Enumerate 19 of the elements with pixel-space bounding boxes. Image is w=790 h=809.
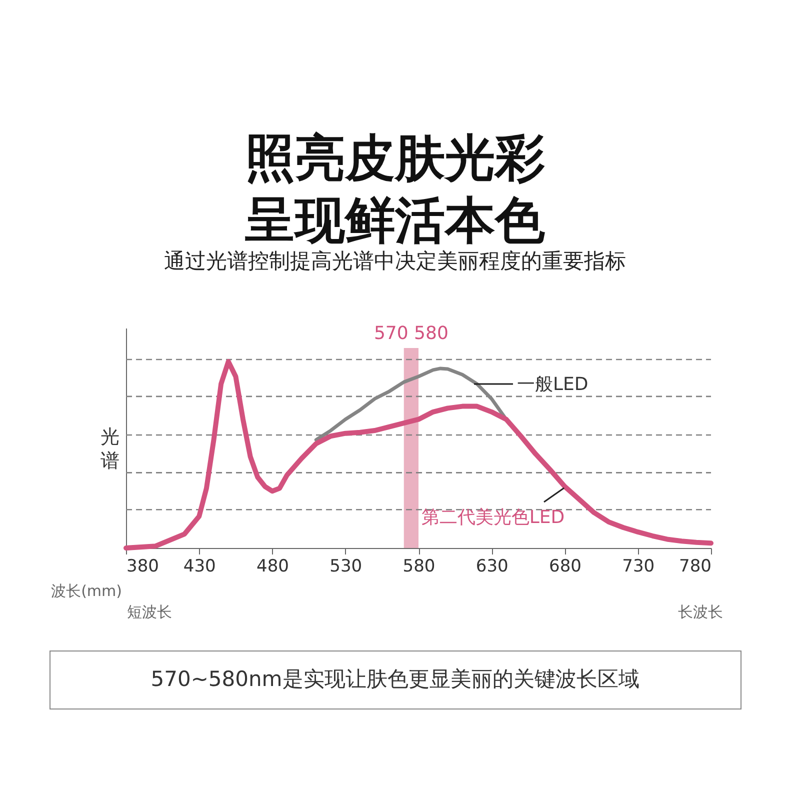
x-tick-label: 630 — [476, 556, 508, 576]
chart-subtitle: 通过光谱控制提高光谱中决定美丽程度的重要指标 — [164, 249, 626, 273]
x-tick-label: 530 — [330, 556, 362, 576]
series-label: 一般LED — [517, 374, 588, 395]
x-tick-label: 730 — [622, 556, 655, 576]
text: 长波长 — [678, 603, 723, 621]
x-tick-label: 780 — [679, 556, 712, 576]
text: 短波长 — [127, 603, 172, 621]
chart-title: 照亮皮肤光彩呈现鲜活本色 — [244, 128, 545, 250]
band-label: 570 580 — [374, 323, 448, 344]
x-tick-label: 480 — [256, 556, 289, 576]
x-tick-label: 580 — [402, 556, 436, 576]
x-tick-label: 680 — [549, 556, 582, 576]
text: 波长(mm) — [51, 582, 122, 600]
x-tick-label: 380 — [126, 556, 159, 576]
text: 570~580nm是实现让肤色更显美丽的关键波长区域 — [150, 667, 640, 691]
y-axis-title: 光谱 — [100, 426, 120, 472]
x-tick-label: 430 — [183, 556, 216, 576]
series-label: 第二代美光色LED — [421, 507, 565, 528]
